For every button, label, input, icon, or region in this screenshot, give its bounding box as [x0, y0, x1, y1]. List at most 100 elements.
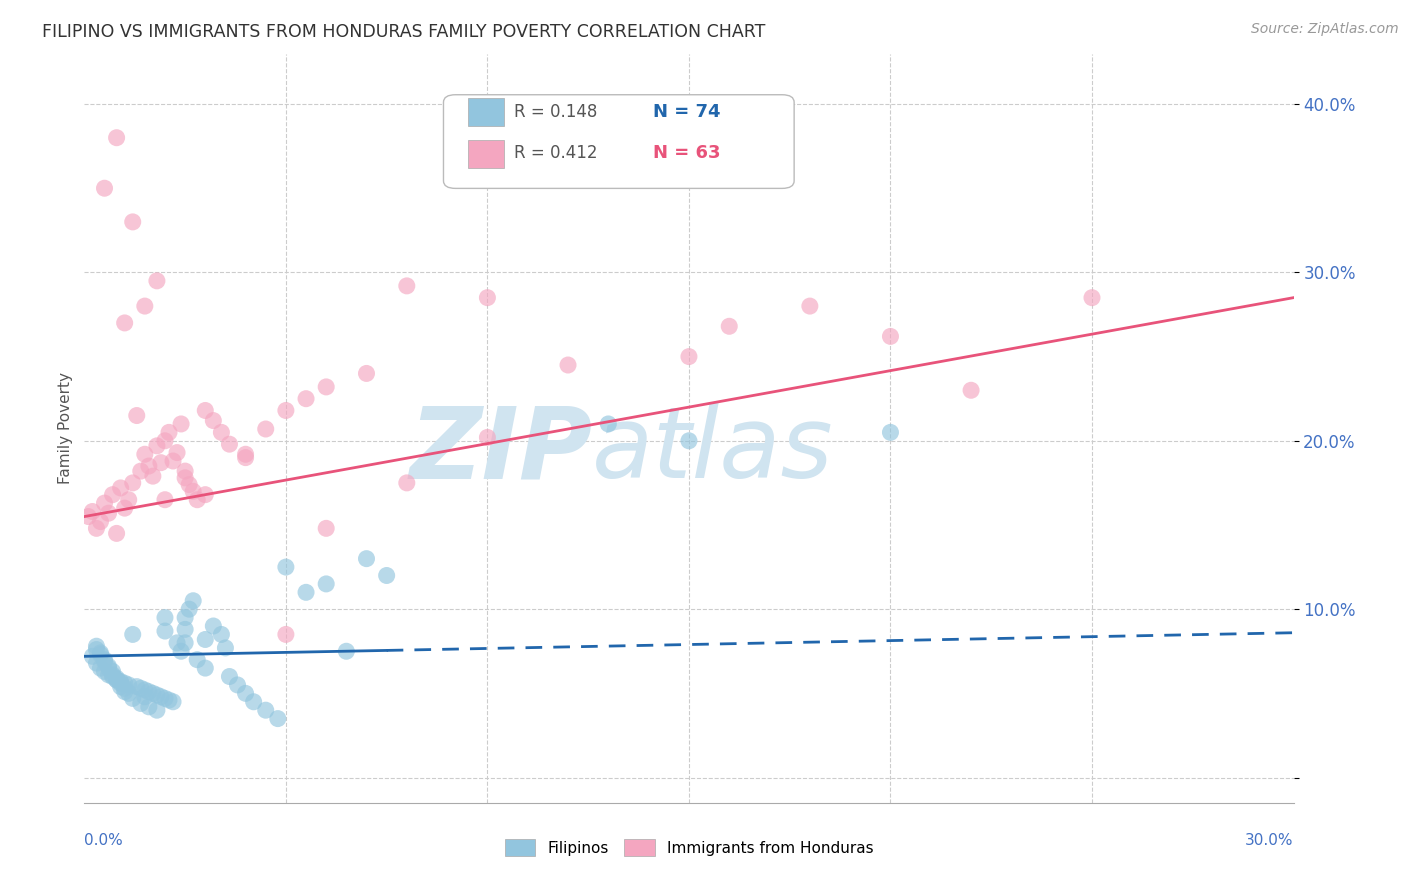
Text: R = 0.412: R = 0.412 — [513, 145, 598, 162]
Text: R = 0.148: R = 0.148 — [513, 103, 598, 121]
Point — [146, 439, 169, 453]
Point — [153, 434, 176, 448]
Text: Source: ZipAtlas.com: Source: ZipAtlas.com — [1251, 22, 1399, 37]
Point — [114, 676, 136, 690]
Point — [153, 492, 176, 507]
Point — [315, 577, 337, 591]
Point — [146, 703, 169, 717]
Point — [89, 646, 111, 660]
Point — [194, 488, 217, 502]
Text: N = 74: N = 74 — [652, 103, 720, 121]
Point — [149, 456, 172, 470]
Point — [118, 686, 141, 700]
Point — [105, 526, 128, 541]
Point — [637, 114, 659, 128]
Point — [93, 653, 115, 667]
Text: N = 63: N = 63 — [652, 145, 720, 162]
Point — [879, 329, 901, 343]
Point — [121, 215, 143, 229]
Point — [101, 665, 124, 679]
Point — [97, 661, 120, 675]
Point — [209, 627, 232, 641]
Point — [97, 506, 120, 520]
Point — [181, 484, 204, 499]
Point — [174, 623, 197, 637]
Point — [129, 697, 152, 711]
Point — [86, 521, 108, 535]
Point — [202, 619, 225, 633]
Point — [174, 636, 197, 650]
Point — [174, 464, 197, 478]
Text: atlas: atlas — [592, 402, 834, 500]
Point — [101, 488, 124, 502]
FancyBboxPatch shape — [443, 95, 794, 188]
Text: 0.0%: 0.0% — [84, 833, 124, 848]
Point — [170, 644, 193, 658]
Point — [202, 414, 225, 428]
Point — [93, 496, 115, 510]
Point — [105, 673, 128, 687]
Point — [146, 688, 169, 702]
Point — [315, 380, 337, 394]
Point — [121, 691, 143, 706]
Point — [86, 642, 108, 657]
Point — [105, 673, 128, 687]
Point — [89, 648, 111, 662]
Point — [138, 458, 160, 473]
Point — [89, 515, 111, 529]
Point — [166, 445, 188, 459]
Point — [356, 367, 378, 381]
Point — [121, 475, 143, 490]
Point — [395, 475, 418, 490]
Point — [82, 649, 104, 664]
Point — [125, 409, 148, 423]
Point — [218, 437, 240, 451]
Text: FILIPINO VS IMMIGRANTS FROM HONDURAS FAMILY POVERTY CORRELATION CHART: FILIPINO VS IMMIGRANTS FROM HONDURAS FAM… — [42, 23, 765, 41]
Point — [101, 668, 124, 682]
Point — [162, 695, 184, 709]
Bar — [468, 140, 503, 169]
Point — [194, 661, 217, 675]
Point — [274, 627, 297, 641]
Point — [110, 481, 132, 495]
Point — [97, 668, 120, 682]
Point — [157, 693, 180, 707]
Point — [557, 358, 579, 372]
Point — [678, 350, 700, 364]
Point — [356, 551, 378, 566]
Point — [101, 669, 124, 683]
Point — [153, 610, 176, 624]
Point — [879, 425, 901, 440]
Point — [1081, 291, 1104, 305]
Point — [86, 656, 108, 670]
Point — [129, 464, 152, 478]
Point — [142, 686, 165, 700]
Point — [134, 683, 156, 698]
Point — [179, 602, 201, 616]
Point — [93, 654, 115, 668]
Point — [598, 417, 620, 431]
Point — [254, 422, 277, 436]
Point — [179, 477, 201, 491]
Point — [129, 681, 152, 696]
Point — [153, 691, 176, 706]
Point — [86, 639, 108, 653]
Point — [166, 636, 188, 650]
Point — [93, 181, 115, 195]
Point — [218, 669, 240, 683]
Point — [174, 471, 197, 485]
Point — [209, 425, 232, 440]
Point — [375, 568, 398, 582]
Point — [267, 712, 290, 726]
Point — [134, 447, 156, 461]
Point — [214, 640, 236, 655]
Legend: Filipinos, Immigrants from Honduras: Filipinos, Immigrants from Honduras — [498, 833, 880, 863]
Point — [89, 661, 111, 675]
Point — [186, 492, 208, 507]
Point — [226, 678, 249, 692]
Point — [114, 316, 136, 330]
Point — [114, 501, 136, 516]
Point — [194, 632, 217, 647]
Point — [181, 593, 204, 607]
Point — [77, 509, 100, 524]
